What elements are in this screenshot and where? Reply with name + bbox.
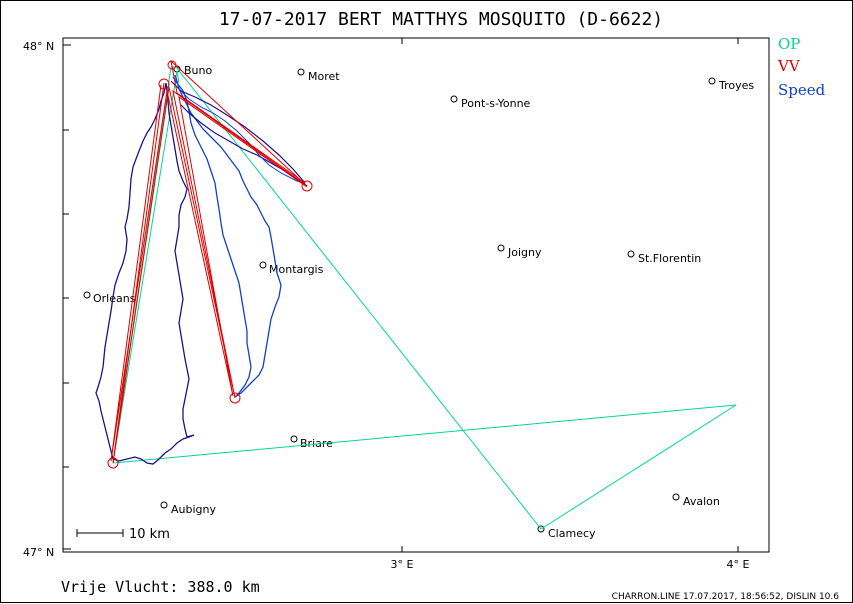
scale-bar [76,529,124,537]
lon-label-4: 4° E [727,558,750,571]
lat-label-bottom: 47° N [23,546,54,559]
distance-label: Vrije Vlucht: 388.0 km [61,578,260,596]
town-orleans: Orleans [93,292,136,305]
legend-vv: VV [777,57,801,75]
flight-track-west [95,82,195,465]
flight-track-east-2 [176,86,306,185]
town-montargis: Montargis [269,263,324,276]
lon-ticks [401,38,739,552]
footer-info: CHARRON.LINE 17.07.2017, 18:56:52, DISLI… [612,592,840,602]
map-border [62,37,770,553]
op-route-inner [112,70,180,464]
town-troyes: Troyes [718,79,754,92]
flight-track-middle [172,74,282,398]
lat-label-top: 48° N [23,40,54,53]
vv-route [112,59,308,464]
town-markers [83,65,716,533]
vv-route-2 [110,84,308,462]
lat-ticks [63,44,71,550]
town-moret: Moret [308,70,340,83]
legend-op: OP [778,35,800,53]
town-briare: Briare [300,437,333,450]
legend-speed: Speed [778,81,826,99]
op-route [112,66,737,530]
scale-label: 10 km [129,527,170,542]
town-avalon: Avalon [683,495,720,508]
town-aubigny: Aubigny [171,503,216,516]
town-joigny: Joigny [507,246,542,259]
town-st-florentin: St.Florentin [638,252,701,265]
map-title: 17-07-2017 BERT MATTHYS MOSQUITO (D-6622… [219,9,663,30]
vv-turnpoints [107,60,313,469]
town-clamecy: Clamecy [548,527,596,540]
town-pont-s-yonne: Pont-s-Yonne [461,97,531,110]
lon-label-3: 3° E [391,558,414,571]
town-buno: Buno [184,64,212,77]
